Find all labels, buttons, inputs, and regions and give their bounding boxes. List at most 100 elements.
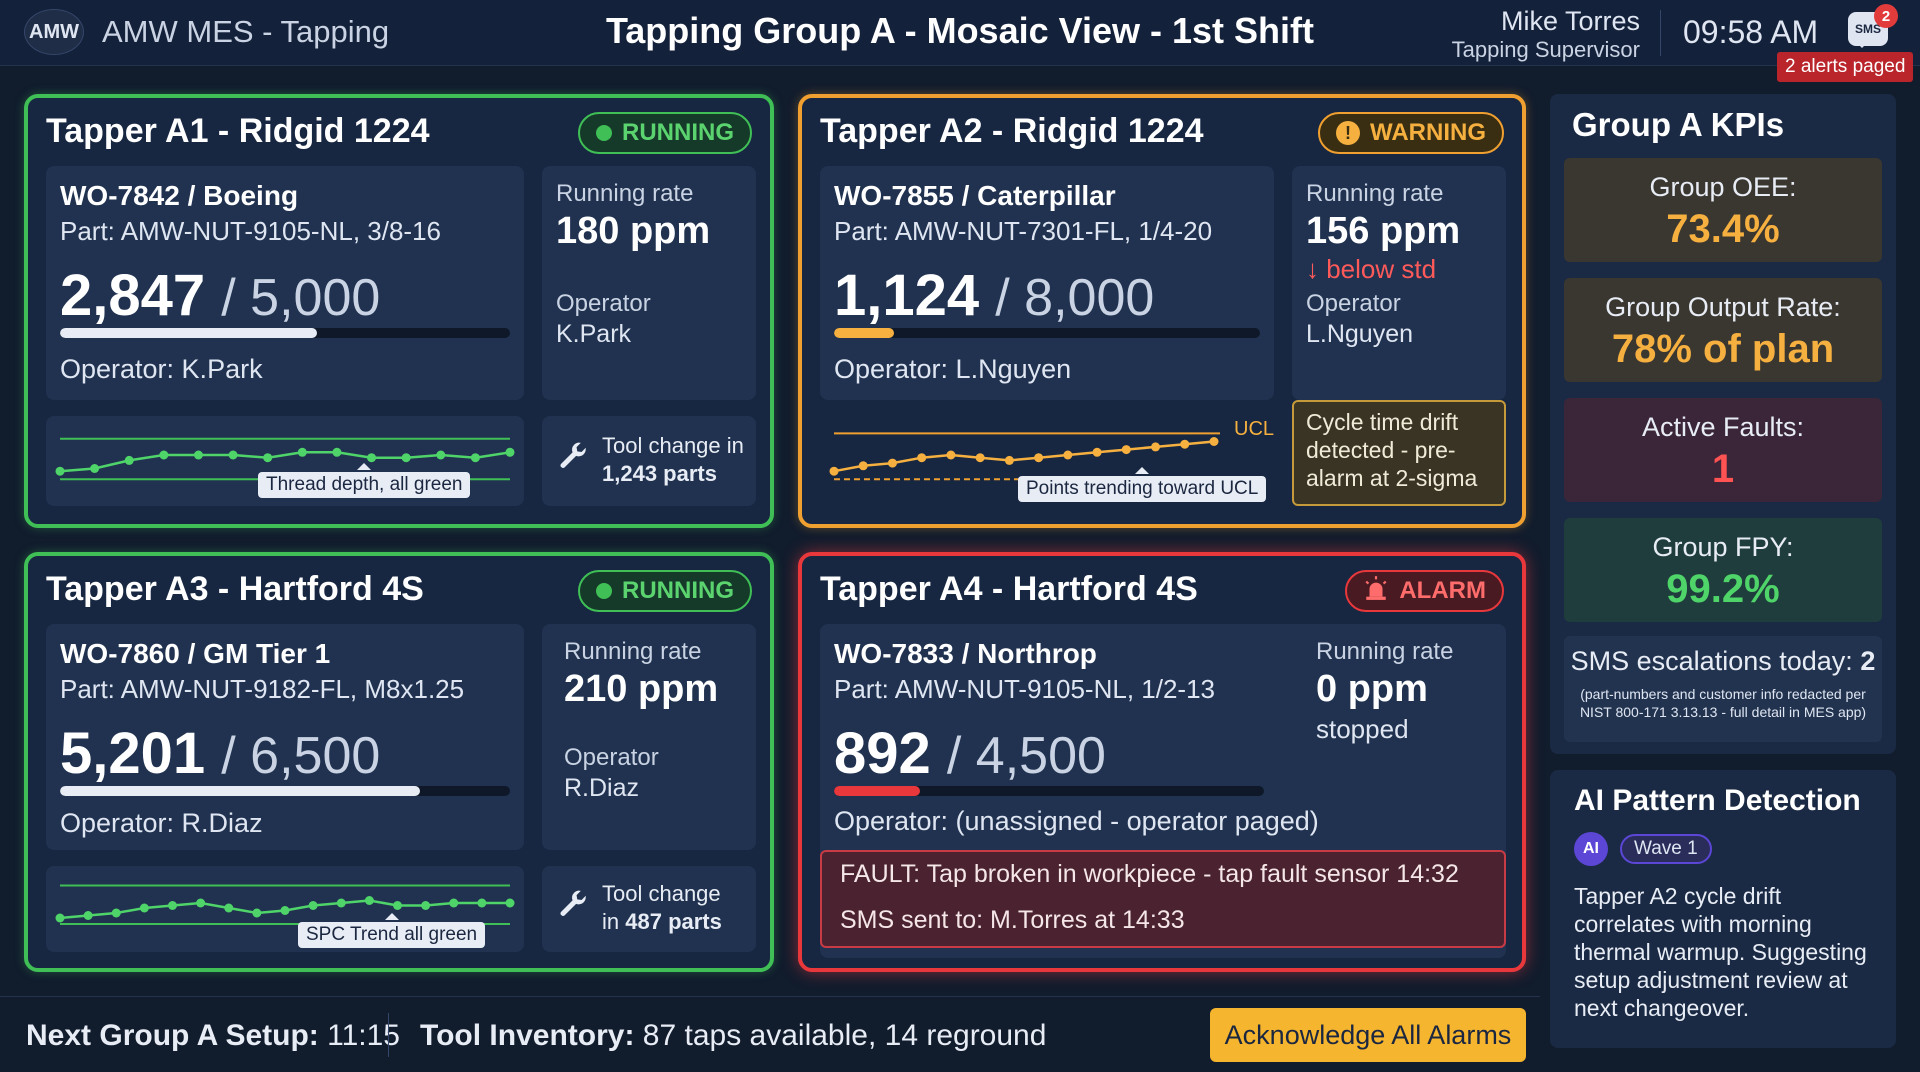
chart-note: Thread depth, all green <box>258 463 471 498</box>
ai-icon: AI <box>1574 832 1608 866</box>
tool-change-label: Tool change in <box>602 433 744 458</box>
data-point <box>168 901 177 910</box>
tool-inventory-value: 87 taps available, 14 reground <box>642 1019 1047 1052</box>
rate-panel: Running rate 180 ppm Operator K.Park <box>542 166 756 400</box>
operator-label: Operator <box>556 290 651 317</box>
status-badge: RUNNING <box>578 570 752 612</box>
user-name: Mike Torres <box>1500 6 1640 36</box>
data-point <box>308 901 318 910</box>
acknowledge-all-alarms-button[interactable]: Acknowledge All Alarms <box>1210 1008 1526 1062</box>
data-point <box>470 453 480 463</box>
tapper-a3-card[interactable]: Tapper A3 - Hartford 4S RUNNING WO-7860 … <box>24 552 774 972</box>
kpi-oee[interactable]: Group OEE: 73.4% <box>1564 158 1882 262</box>
wrench-icon <box>556 888 590 929</box>
data-point <box>364 896 374 905</box>
spc-chart-panel[interactable]: SPC Trend all green <box>46 866 524 952</box>
data-point <box>90 464 100 473</box>
count-done: 2,847 <box>60 263 206 328</box>
data-point <box>505 898 515 908</box>
count-done: 892 <box>834 721 931 786</box>
progress-bar <box>60 786 510 796</box>
operator-name: K.Park <box>556 320 632 348</box>
data-point <box>1034 453 1044 463</box>
progress-fill <box>60 328 317 338</box>
progress-fill <box>60 786 420 796</box>
trend-line <box>833 440 1215 473</box>
tool-inventory: Tool Inventory: 87 taps available, 14 re… <box>420 1019 1046 1053</box>
wave-badge: Wave 1 <box>1620 834 1712 864</box>
sms-escalations-value: 2 <box>1860 646 1876 676</box>
status-dot-icon <box>596 583 612 599</box>
trend-line <box>59 451 511 473</box>
app-title: AMW MES - Tapping <box>102 14 390 49</box>
spc-chart <box>55 884 515 925</box>
rate-label: Running rate <box>556 180 694 207</box>
drift-alert-box[interactable]: Cycle time drift detected - pre-alarm at… <box>1292 400 1506 506</box>
tapper-a2-card[interactable]: Tapper A2 - Ridgid 1224 ! WARNING WO-7855… <box>798 94 1526 528</box>
alerts-paged-badge[interactable]: 2 alerts paged <box>1777 52 1914 82</box>
sms-escalations-label: SMS escalations today: <box>1570 646 1853 676</box>
count-total: / 5,000 <box>221 269 381 327</box>
chart-note: SPC Trend all green <box>298 913 486 948</box>
sms-count-badge: 2 <box>1874 4 1898 28</box>
user-info[interactable]: Mike Torres Tapping Supervisor <box>1452 6 1640 63</box>
kpi-label: Group OEE: <box>1649 172 1797 202</box>
data-point <box>1063 450 1073 460</box>
kpi-active-faults[interactable]: Active Faults: 1 <box>1564 398 1882 502</box>
kpi-value: 1 <box>1711 447 1735 491</box>
kpi-label: Active Faults: <box>1641 412 1805 442</box>
tool-inventory-label: Tool Inventory: <box>420 1019 635 1052</box>
data-point <box>505 447 515 457</box>
rate-label: Running rate <box>564 638 702 665</box>
data-point <box>83 911 93 920</box>
count-display: 892 / 4,500 <box>834 720 1106 787</box>
work-order: WO-7855 / Caterpillar <box>834 180 1116 211</box>
count-display: 2,847 / 5,000 <box>60 262 380 329</box>
data-point <box>263 453 273 463</box>
tapper-title: Tapper A3 - Hartford 4S <box>46 570 424 608</box>
chart-note: Points trending toward UCL <box>1018 467 1267 502</box>
data-point <box>336 898 346 908</box>
count-display: 1,124 / 8,000 <box>834 262 1154 329</box>
tapper-a4-card[interactable]: Tapper A4 - Hartford 4S ALARM WO-7833 / … <box>798 552 1526 972</box>
operator-label: Operator <box>1306 290 1401 317</box>
work-order-panel: WO-7842 / Boeing Part: AMW-NUT-9105-NL, … <box>46 166 524 400</box>
tapper-title: Tapper A1 - Ridgid 1224 <box>46 112 430 150</box>
data-point <box>449 898 459 908</box>
user-role: Tapping Supervisor <box>1451 37 1640 62</box>
work-order: WO-7842 / Boeing <box>60 180 299 211</box>
rate-panel: Running rate 210 ppm Operator R.Diaz <box>542 624 756 850</box>
kpi-panel: Group A KPIs Group OEE: 73.4% Group Outpu… <box>1550 94 1896 754</box>
spc-chart-panel[interactable]: Thread depth, all green <box>46 416 524 506</box>
wrench-icon <box>556 440 590 481</box>
count-done: 5,201 <box>60 721 206 786</box>
rate-label: Running rate <box>1306 180 1444 207</box>
data-point <box>1209 437 1219 446</box>
tapper-a1-card[interactable]: Tapper A1 - Ridgid 1224 RUNNING WO-7842 … <box>24 94 774 528</box>
data-point <box>917 453 927 463</box>
kpi-label: Group FPY: <box>1652 532 1794 562</box>
progress-fill <box>834 786 920 796</box>
data-point <box>139 903 149 913</box>
status-badge: ALARM <box>1345 570 1504 612</box>
status-label: RUNNING <box>622 119 734 146</box>
kpi-value: 73.4% <box>1666 207 1780 251</box>
kpi-title: Group A KPIs <box>1572 106 1785 143</box>
work-order-panel: WO-7833 / Northrop Part: AMW-NUT-9105-NL… <box>820 624 1506 958</box>
spc-chart-panel[interactable]: UCL Points trending toward UCL <box>820 416 1274 506</box>
ucl-label: UCL <box>1234 418 1275 440</box>
operator-name: R.Diaz <box>564 774 640 802</box>
progress-bar <box>834 786 1264 796</box>
fault-box[interactable]: FAULT: Tap broken in workpiece - tap fau… <box>820 850 1506 948</box>
spc-chart <box>829 432 1220 481</box>
kpi-fpy[interactable]: Group FPY: 99.2% <box>1564 518 1882 622</box>
data-point <box>946 450 956 460</box>
status-label: RUNNING <box>622 577 734 604</box>
data-point <box>1092 447 1102 457</box>
sms-sent-message: SMS sent to: M.Torres at 14:33 <box>840 906 1185 934</box>
redaction-note: (part-numbers and customer info redacted… <box>1579 686 1867 720</box>
work-order: WO-7833 / Northrop <box>834 638 1097 669</box>
clock: 09:58 AM <box>1683 14 1819 50</box>
kpi-output-rate[interactable]: Group Output Rate: 78% of plan <box>1564 278 1882 382</box>
rate-value: 156 ppm <box>1306 210 1461 252</box>
